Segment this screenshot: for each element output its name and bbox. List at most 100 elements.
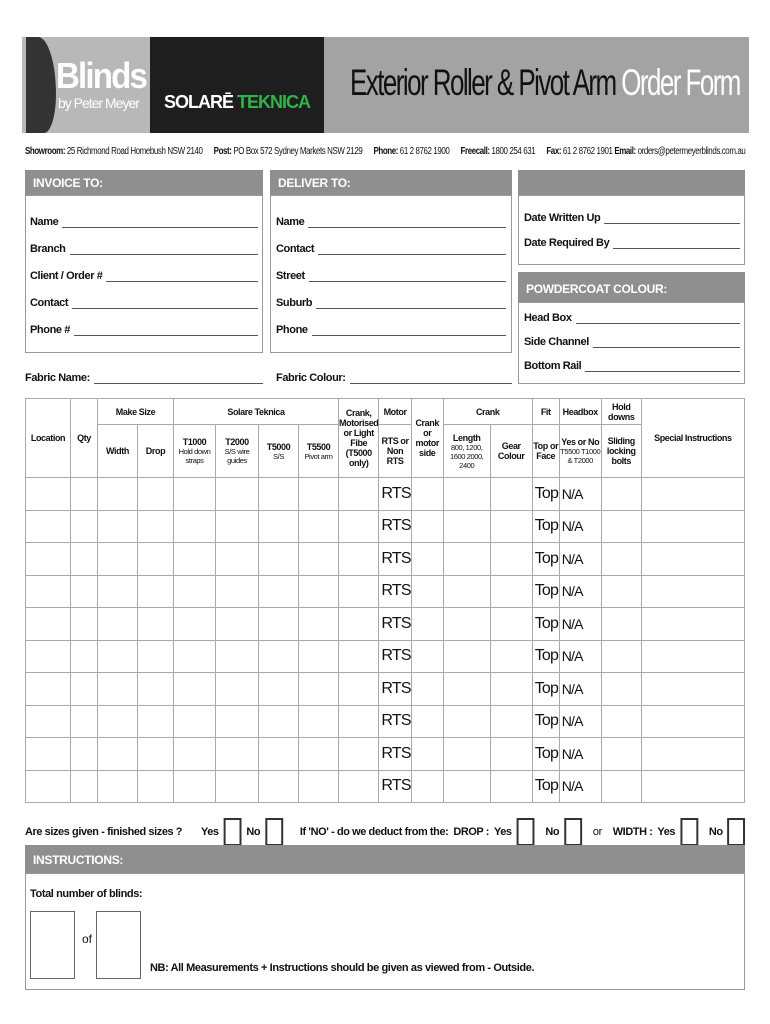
table-cell[interactable]: [600, 574, 642, 608]
table-cell[interactable]: [137, 672, 174, 706]
rts-cell[interactable]: RTS: [378, 574, 412, 608]
finished-no-checkbox[interactable]: [265, 818, 284, 846]
table-cell[interactable]: [298, 542, 339, 576]
rts-cell[interactable]: RTS: [378, 542, 412, 576]
drop-no-checkbox[interactable]: [564, 818, 582, 846]
table-cell[interactable]: [70, 639, 98, 673]
table-cell[interactable]: [70, 542, 98, 576]
table-cell[interactable]: [298, 574, 339, 608]
table-cell[interactable]: [442, 477, 491, 511]
table-cell[interactable]: [489, 737, 533, 771]
table-cell[interactable]: [215, 639, 259, 673]
table-cell[interactable]: [337, 737, 380, 771]
rts-cell[interactable]: RTS: [378, 672, 412, 706]
table-cell[interactable]: [137, 639, 174, 673]
deliver-field-input[interactable]: [318, 246, 506, 255]
date-field-input[interactable]: [613, 240, 740, 249]
table-cell[interactable]: [258, 704, 299, 738]
table-cell[interactable]: [337, 509, 380, 543]
table-cell[interactable]: [70, 509, 98, 543]
table-cell[interactable]: [258, 607, 299, 641]
headbox-cell[interactable]: N/A: [558, 672, 602, 706]
table-cell[interactable]: [640, 672, 746, 706]
table-cell[interactable]: [25, 737, 71, 771]
table-cell[interactable]: [600, 672, 642, 706]
table-cell[interactable]: [137, 769, 174, 803]
blind-total-input[interactable]: [96, 911, 141, 979]
headbox-cell[interactable]: N/A: [558, 477, 602, 511]
table-cell[interactable]: [173, 704, 216, 738]
table-cell[interactable]: [25, 574, 71, 608]
table-cell[interactable]: [410, 477, 444, 511]
table-cell[interactable]: [137, 542, 174, 576]
table-cell[interactable]: [298, 477, 339, 511]
table-cell[interactable]: [97, 477, 138, 511]
invoice-field-input[interactable]: [62, 219, 258, 228]
table-cell[interactable]: [442, 704, 491, 738]
table-cell[interactable]: [25, 607, 71, 641]
table-cell[interactable]: [298, 769, 339, 803]
table-cell[interactable]: [410, 769, 444, 803]
fabric-name-input[interactable]: [93, 375, 263, 384]
table-cell[interactable]: [25, 477, 71, 511]
table-cell[interactable]: [215, 704, 259, 738]
headbox-cell[interactable]: N/A: [558, 769, 602, 803]
fit-cell[interactable]: Top: [531, 509, 560, 543]
table-cell[interactable]: [600, 607, 642, 641]
invoice-field-input[interactable]: [69, 246, 258, 255]
table-cell[interactable]: [640, 509, 746, 543]
fit-cell[interactable]: Top: [531, 704, 560, 738]
deliver-field-input[interactable]: [308, 219, 506, 228]
table-cell[interactable]: [410, 639, 444, 673]
table-cell[interactable]: [337, 574, 380, 608]
table-cell[interactable]: [70, 477, 98, 511]
headbox-cell[interactable]: N/A: [558, 639, 602, 673]
table-cell[interactable]: [137, 574, 174, 608]
table-cell[interactable]: [337, 607, 380, 641]
table-cell[interactable]: [337, 704, 380, 738]
table-cell[interactable]: [173, 477, 216, 511]
table-cell[interactable]: [173, 672, 216, 706]
table-cell[interactable]: [25, 672, 71, 706]
table-cell[interactable]: [489, 639, 533, 673]
table-cell[interactable]: [600, 542, 642, 576]
rts-cell[interactable]: RTS: [378, 737, 412, 771]
table-cell[interactable]: [70, 574, 98, 608]
fit-cell[interactable]: Top: [531, 607, 560, 641]
table-cell[interactable]: [489, 672, 533, 706]
table-cell[interactable]: [258, 737, 299, 771]
table-cell[interactable]: [640, 769, 746, 803]
table-cell[interactable]: [410, 737, 444, 771]
table-cell[interactable]: [600, 737, 642, 771]
table-cell[interactable]: [70, 704, 98, 738]
table-cell[interactable]: [137, 737, 174, 771]
headbox-cell[interactable]: N/A: [558, 737, 602, 771]
width-yes-checkbox[interactable]: [680, 818, 698, 846]
table-cell[interactable]: [173, 737, 216, 771]
table-cell[interactable]: [137, 477, 174, 511]
table-cell[interactable]: [215, 477, 259, 511]
table-cell[interactable]: [258, 639, 299, 673]
table-cell[interactable]: [442, 574, 491, 608]
table-cell[interactable]: [337, 477, 380, 511]
table-cell[interactable]: [489, 509, 533, 543]
table-cell[interactable]: [640, 639, 746, 673]
table-cell[interactable]: [640, 477, 746, 511]
deliver-field-input[interactable]: [316, 300, 506, 309]
table-cell[interactable]: [489, 769, 533, 803]
table-cell[interactable]: [137, 704, 174, 738]
table-cell[interactable]: [600, 477, 642, 511]
powdercoat-field-input[interactable]: [592, 339, 740, 348]
table-cell[interactable]: [97, 704, 138, 738]
fit-cell[interactable]: Top: [531, 672, 560, 706]
table-cell[interactable]: [489, 574, 533, 608]
table-cell[interactable]: [258, 509, 299, 543]
table-cell[interactable]: [298, 737, 339, 771]
table-cell[interactable]: [489, 704, 533, 738]
headbox-cell[interactable]: N/A: [558, 607, 602, 641]
table-cell[interactable]: [215, 542, 259, 576]
table-cell[interactable]: [25, 509, 71, 543]
blind-number-input[interactable]: [30, 911, 75, 979]
table-cell[interactable]: [25, 704, 71, 738]
table-cell[interactable]: [215, 769, 259, 803]
